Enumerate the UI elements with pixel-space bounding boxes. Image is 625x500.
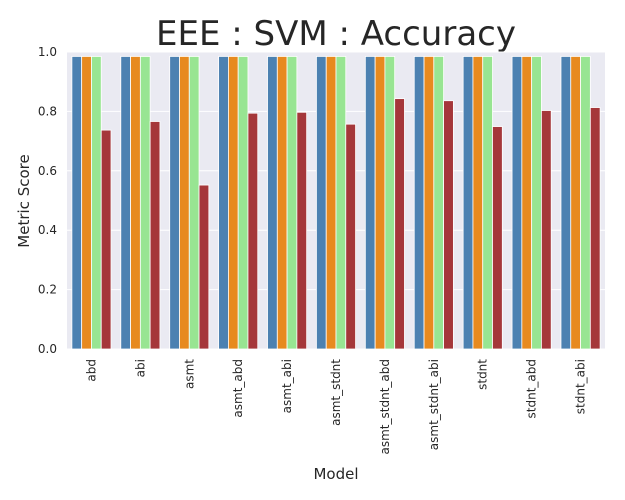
bar-series-2-asmt_stdnt_abd bbox=[374, 56, 386, 350]
bar-series-3-asmt_abd bbox=[237, 56, 249, 350]
bar-series-2-asmt_abd bbox=[227, 56, 239, 350]
y-axis-label: Metric Score bbox=[15, 154, 33, 247]
bar-series-1-stdnt_abd bbox=[511, 56, 523, 350]
bar-series-2-abd bbox=[81, 56, 92, 350]
bar-series-2-asmt_stdnt_abi bbox=[423, 56, 435, 350]
x-tick-label: stdnt bbox=[476, 359, 490, 390]
y-ticks: 0.0 0.2 0.4 0.6 0.8 1.0 bbox=[38, 45, 57, 356]
bar-series-3-abd bbox=[91, 56, 102, 350]
bar-series-4-asmt_stdnt_abi bbox=[443, 100, 454, 350]
bar-series-1-asmt bbox=[169, 56, 180, 350]
chart-title: EEE : SVM : Accuracy bbox=[156, 14, 516, 54]
bar-series-2-asmt bbox=[179, 56, 190, 350]
bar-series-2-asmt_stdnt bbox=[325, 56, 337, 350]
bar-series-3-stdnt_abi bbox=[580, 56, 591, 350]
x-axis-label: Model bbox=[313, 465, 358, 483]
bar-series-1-asmt_stdnt_abi bbox=[413, 56, 425, 350]
bar-series-4-asmt_stdnt_abd bbox=[394, 98, 405, 350]
bar-series-3-abi bbox=[139, 56, 151, 350]
x-ticks: abd abi asmt asmt_abd asmt_abi asmt_stdnt asmt… bbox=[84, 359, 587, 455]
bar-series-2-abi bbox=[130, 56, 141, 350]
bar-series-4-asmt bbox=[198, 184, 210, 350]
bar-series-3-asmt_stdnt_abd bbox=[384, 56, 396, 350]
bar-series-3-asmt_stdnt bbox=[335, 56, 347, 350]
bars bbox=[71, 56, 601, 350]
x-tick-label: stdnt_abi bbox=[574, 359, 588, 414]
x-tick-label: abd bbox=[84, 359, 98, 382]
y-tick-label: 0.2 bbox=[38, 283, 57, 297]
y-tick-label: 0.8 bbox=[38, 104, 57, 118]
bar-series-3-asmt bbox=[188, 56, 200, 350]
x-tick-label: asmt_stdnt bbox=[329, 359, 343, 426]
y-tick-label: 0.0 bbox=[38, 342, 57, 356]
bar-series-2-stdnt bbox=[472, 56, 484, 350]
bar-series-4-stdnt_abd bbox=[541, 110, 552, 350]
x-tick-label: asmt_stdnt_abi bbox=[427, 359, 441, 450]
bar-series-1-asmt_abd bbox=[218, 56, 229, 350]
bar-series-4-stdnt_abi bbox=[589, 107, 601, 350]
bar-series-1-stdnt bbox=[462, 56, 474, 350]
bar-series-4-asmt_stdnt bbox=[345, 123, 356, 350]
x-tick-label: asmt_abi bbox=[280, 359, 294, 413]
x-tick-label: asmt_stdnt_abd bbox=[378, 359, 392, 454]
bar-series-4-abi bbox=[149, 121, 161, 350]
y-tick-label: 0.4 bbox=[38, 223, 57, 237]
bar-series-1-abi bbox=[120, 56, 131, 350]
x-tick-label: abi bbox=[133, 359, 147, 377]
bar-series-1-abd bbox=[71, 56, 83, 350]
x-tick-label: asmt bbox=[182, 359, 196, 389]
bar-series-1-asmt_stdnt bbox=[316, 56, 327, 350]
y-tick-label: 1.0 bbox=[38, 45, 57, 59]
bar-series-2-asmt_abi bbox=[276, 56, 288, 350]
bar-series-4-asmt_abi bbox=[296, 111, 308, 350]
bar-series-3-asmt_abi bbox=[286, 56, 298, 350]
bar-series-1-asmt_stdnt_abd bbox=[364, 56, 376, 350]
bar-series-4-asmt_abd bbox=[247, 112, 259, 350]
y-tick-label: 0.6 bbox=[38, 164, 57, 178]
bar-series-3-stdnt_abd bbox=[531, 56, 542, 350]
bar-series-1-asmt_abi bbox=[267, 56, 278, 350]
bar-series-2-stdnt_abi bbox=[570, 56, 581, 350]
bar-series-1-stdnt_abi bbox=[560, 56, 572, 350]
bar-series-3-asmt_stdnt_abi bbox=[433, 56, 445, 350]
bar-series-3-stdnt bbox=[482, 56, 493, 350]
x-tick-label: asmt_abd bbox=[231, 359, 245, 418]
bar-series-4-stdnt bbox=[492, 126, 503, 350]
bar-series-4-abd bbox=[100, 129, 112, 350]
bar-series-2-stdnt_abd bbox=[521, 56, 533, 350]
x-tick-label: stdnt_abd bbox=[525, 359, 539, 418]
